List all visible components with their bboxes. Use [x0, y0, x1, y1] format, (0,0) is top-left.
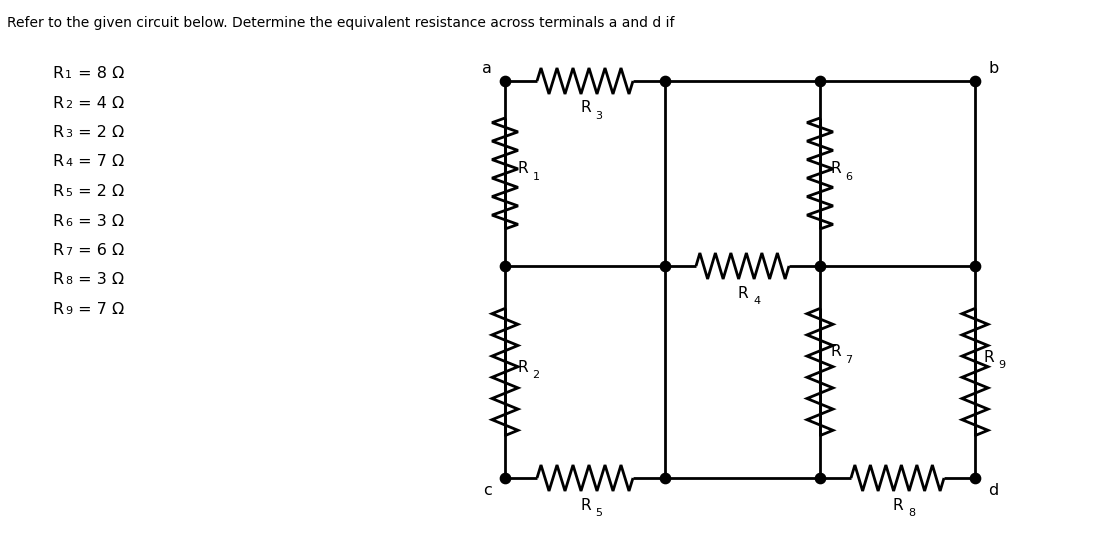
- Point: [496, 261, 513, 270]
- Point: [966, 261, 984, 270]
- Text: = 2 Ω: = 2 Ω: [73, 184, 124, 199]
- Text: R: R: [517, 161, 528, 176]
- Point: [811, 474, 829, 483]
- Text: R: R: [52, 66, 63, 81]
- Text: = 8 Ω: = 8 Ω: [73, 66, 124, 81]
- Text: 8: 8: [907, 508, 915, 518]
- Text: R: R: [52, 243, 63, 258]
- Point: [496, 77, 513, 86]
- Text: 4: 4: [65, 158, 72, 168]
- Point: [966, 474, 984, 483]
- Text: 9: 9: [65, 306, 72, 316]
- Point: [496, 474, 513, 483]
- Text: 1: 1: [65, 70, 72, 80]
- Text: Refer to the given circuit below. Determine the equivalent resistance across ter: Refer to the given circuit below. Determ…: [7, 16, 675, 30]
- Text: R: R: [52, 272, 63, 287]
- Text: 3: 3: [595, 111, 603, 121]
- Text: R: R: [983, 350, 994, 365]
- Text: 2: 2: [532, 370, 540, 380]
- Text: = 4 Ω: = 4 Ω: [73, 96, 124, 111]
- Text: b: b: [988, 61, 998, 76]
- Text: 4: 4: [753, 296, 761, 306]
- Text: R: R: [892, 498, 903, 513]
- Text: R: R: [580, 101, 591, 116]
- Text: 6: 6: [65, 217, 72, 227]
- Text: = 6 Ω: = 6 Ω: [73, 243, 124, 258]
- Text: 5: 5: [595, 508, 603, 518]
- Text: a: a: [482, 61, 492, 76]
- Text: R: R: [52, 184, 63, 199]
- Text: = 3 Ω: = 3 Ω: [73, 272, 124, 287]
- Point: [966, 77, 984, 86]
- Text: 7: 7: [65, 247, 72, 257]
- Text: R: R: [830, 161, 840, 176]
- Text: R: R: [52, 302, 63, 317]
- Text: R: R: [52, 155, 63, 170]
- Point: [811, 77, 829, 86]
- Text: 9: 9: [998, 360, 1006, 370]
- Text: 5: 5: [65, 188, 72, 198]
- Text: R: R: [517, 360, 528, 375]
- Text: d: d: [988, 483, 998, 498]
- Text: = 7 Ω: = 7 Ω: [73, 302, 124, 317]
- Text: R: R: [580, 498, 591, 513]
- Text: = 2 Ω: = 2 Ω: [73, 125, 124, 140]
- Text: R: R: [52, 214, 63, 229]
- Point: [656, 77, 673, 86]
- Text: 7: 7: [846, 355, 852, 365]
- Text: 1: 1: [532, 171, 540, 181]
- Text: R: R: [830, 345, 840, 360]
- Text: 2: 2: [65, 100, 72, 110]
- Point: [656, 261, 673, 270]
- Text: 3: 3: [65, 129, 72, 139]
- Text: = 3 Ω: = 3 Ω: [73, 214, 124, 229]
- Text: c: c: [484, 483, 492, 498]
- Point: [656, 474, 673, 483]
- Text: 8: 8: [65, 276, 72, 286]
- Text: R: R: [737, 285, 749, 300]
- Point: [811, 261, 829, 270]
- Text: = 7 Ω: = 7 Ω: [73, 155, 124, 170]
- Text: 6: 6: [846, 171, 852, 181]
- Text: R: R: [52, 125, 63, 140]
- Text: R: R: [52, 96, 63, 111]
